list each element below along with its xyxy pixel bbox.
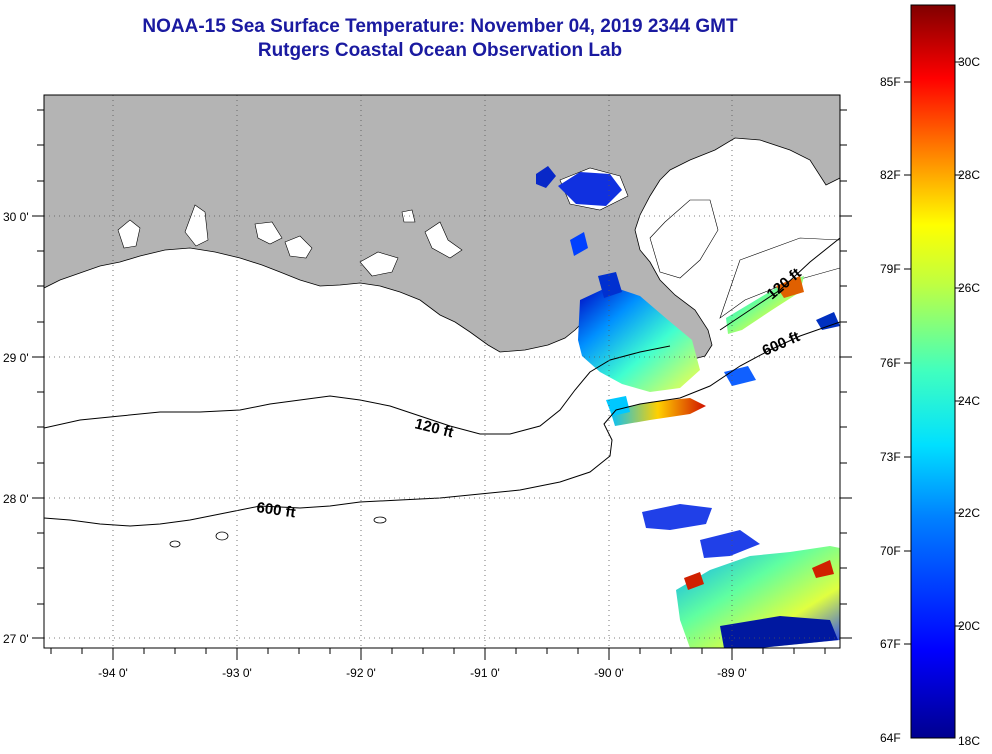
colorbar-label-c: 20C: [958, 619, 980, 633]
lake-shape: [117, 219, 141, 249]
colorbar-label-f: 85F: [880, 75, 901, 89]
lon-label: -92 0': [346, 666, 376, 680]
colorbar: [910, 4, 956, 739]
lat-label: 30 0': [3, 210, 29, 224]
lon-label: -90 0': [594, 666, 624, 680]
bank-contour: [215, 531, 229, 541]
sst-patch-lake: [536, 166, 556, 188]
sst-patch-south: [812, 560, 834, 578]
bank-contour: [169, 540, 181, 548]
colorbar-label-f: 76F: [880, 356, 901, 370]
coastal-marsh: [649, 199, 719, 279]
sst-patch-south: [720, 616, 838, 648]
sst-patch-east: [816, 312, 840, 330]
colorbar-label-c: 22C: [958, 506, 980, 520]
lake-shape: [359, 251, 399, 277]
lat-label: 27 0': [3, 632, 29, 646]
lon-label: -93 0': [222, 666, 252, 680]
lake-shape: [401, 209, 416, 223]
sst-patch-lake: [558, 172, 622, 206]
chandeleur-sound: [719, 237, 840, 319]
colorbar-label-c: 18C: [958, 734, 980, 748]
bank-contour: [373, 516, 387, 524]
colorbar-label-f: 67F: [880, 637, 901, 651]
colorbar-ticks: [904, 61, 962, 645]
map-frame: [43, 94, 841, 649]
sst-patch-shelf: [606, 396, 630, 416]
lon-label: -89 0': [717, 666, 747, 680]
map-subtitle: Rutgers Coastal Ocean Observation Lab: [257, 40, 623, 61]
lake-shape: [184, 204, 209, 247]
lake-shape: [424, 221, 463, 259]
axis-ticks: [32, 109, 852, 660]
colorbar-label-c: 28C: [958, 168, 980, 182]
map-title: NOAA-15 Sea Surface Temperature: Novembe…: [142, 16, 738, 37]
colorbar-label-f: 73F: [880, 450, 901, 464]
sst-patch-lake: [570, 232, 588, 256]
colorbar-label-f: 64F: [880, 731, 901, 745]
sst-patch-sound: [776, 276, 804, 298]
lake-shape: [284, 235, 313, 259]
colorbar-label-f: 70F: [880, 544, 901, 558]
contour-label: 600 ft: [255, 499, 296, 521]
contour-120ft-west: [44, 345, 671, 435]
sst-patch-delta: [598, 272, 622, 298]
colorbar-label-c: 30C: [958, 55, 980, 69]
lat-label: 28 0': [3, 492, 29, 506]
colorbar-label-f: 82F: [880, 168, 901, 182]
lon-label: -94 0': [98, 666, 128, 680]
lon-label: -91 0': [470, 666, 500, 680]
lake-shape: [254, 221, 283, 245]
sst-patch-delta: [578, 286, 700, 392]
colorbar-label-c: 26C: [958, 281, 980, 295]
colorbar-label-f: 79F: [880, 262, 901, 276]
sst-patch-shelf: [610, 398, 706, 426]
contour-600ft-west: [44, 321, 840, 527]
sst-patch-south: [684, 572, 704, 590]
colorbar-label-c: 24C: [958, 394, 980, 408]
graticule: [44, 95, 840, 648]
sst-patch-south: [700, 530, 760, 558]
lat-label: 29 0': [3, 351, 29, 365]
contour-120ft-east: [719, 237, 840, 331]
sst-patch-south: [642, 504, 712, 530]
